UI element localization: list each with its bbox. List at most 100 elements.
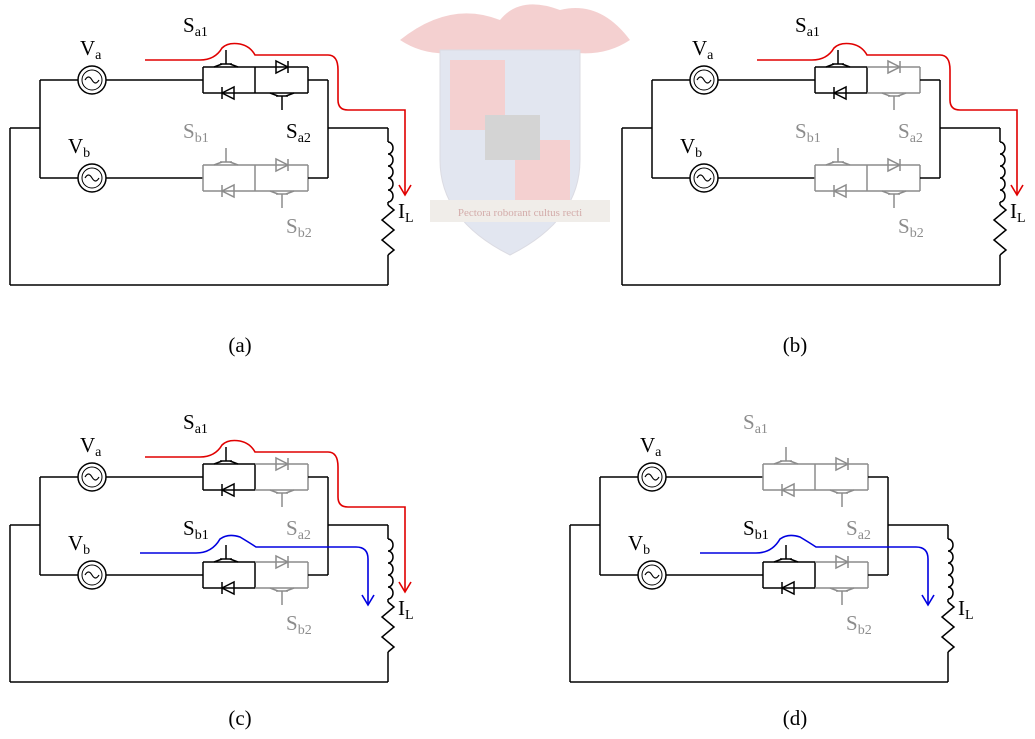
source-label-base: V	[80, 36, 95, 60]
crest-book	[485, 115, 540, 160]
switch-label-sub: a1	[807, 25, 820, 40]
switch-label-sub: b2	[858, 623, 872, 638]
switch-label-base: S	[795, 119, 807, 143]
switch-label: Sb1	[183, 516, 209, 543]
source-label: Vb	[68, 134, 90, 161]
resistor	[994, 205, 1006, 255]
switch-label-sub: b1	[195, 131, 209, 146]
source-label: Va	[640, 433, 662, 460]
switch-label-base: S	[183, 516, 195, 540]
source-label: Va	[80, 36, 102, 63]
source-label-base: V	[680, 134, 695, 158]
source-label-sub: b	[83, 543, 90, 558]
switch-label: Sa2	[898, 119, 923, 146]
switch-label-sub: a2	[298, 131, 311, 146]
switch-label: Sb2	[286, 611, 312, 638]
source-label: Vb	[680, 134, 702, 161]
inductor	[388, 142, 393, 202]
load-current-label-sub: L	[405, 608, 414, 623]
inductor	[388, 539, 393, 599]
switch-label-base: S	[286, 516, 298, 540]
switch-label-sub: a2	[910, 131, 923, 146]
switch-label: Sb1	[183, 119, 209, 146]
switch-label-base: S	[286, 119, 298, 143]
source-symbol	[85, 77, 99, 83]
source-symbol	[85, 175, 99, 181]
switch-label: Sa1	[795, 13, 820, 40]
circuit-panel: VaVbSa1Sa2Sb1Sb2IL	[10, 13, 414, 285]
panel-caption: (c)	[228, 706, 251, 730]
resistor	[942, 602, 954, 652]
panel-caption: (b)	[783, 333, 808, 357]
load-current-label: IL	[1010, 199, 1026, 226]
source-label-sub: a	[95, 445, 102, 460]
circuit-panel: VaVbSa1Sa2Sb1Sb2IL	[570, 410, 974, 682]
switch-label-sub: a1	[755, 422, 768, 437]
load-current-label-base: I	[958, 596, 965, 620]
switch-label-base: S	[743, 410, 755, 434]
switch-label: Sb1	[743, 516, 769, 543]
source-label: Va	[692, 36, 714, 63]
load-current-label: IL	[398, 596, 414, 623]
source-label-sub: b	[83, 146, 90, 161]
source-label-sub: b	[695, 146, 702, 161]
switch-label-base: S	[846, 611, 858, 635]
switch-label-sub: a1	[195, 422, 208, 437]
circuit-panel: VaVbSa1Sa2Sb1Sb2IL	[622, 13, 1026, 285]
load-current-label-sub: L	[965, 608, 974, 623]
switch-label: Sb1	[795, 119, 821, 146]
load-current-label-base: I	[398, 596, 405, 620]
source-symbol	[645, 474, 659, 480]
source-label-base: V	[628, 531, 643, 555]
resistor	[382, 602, 394, 652]
source-label-sub: a	[707, 48, 714, 63]
switch-label-base: S	[898, 214, 910, 238]
source-label-base: V	[640, 433, 655, 457]
switch-label-base: S	[183, 410, 195, 434]
load-current-label-base: I	[1010, 199, 1017, 223]
switch-label-sub: b1	[195, 528, 209, 543]
switch-label: Sb2	[846, 611, 872, 638]
switch-label: Sa1	[183, 13, 208, 40]
switch-label-sub: a2	[298, 528, 311, 543]
switch-label-base: S	[183, 119, 195, 143]
source-label-base: V	[68, 134, 83, 158]
source-symbol	[85, 474, 99, 480]
source-label: Vb	[68, 531, 90, 558]
resistor	[382, 205, 394, 255]
switch-label: Sa2	[286, 516, 311, 543]
switch-label: Sa1	[183, 410, 208, 437]
switch-label: Sb2	[286, 214, 312, 241]
crest-mantle	[400, 4, 630, 53]
switch-label-sub: a2	[858, 528, 871, 543]
switch-label-base: S	[846, 516, 858, 540]
watermark-motto: Pectora roborant cultus recti	[458, 207, 582, 219]
source-label-base: V	[692, 36, 707, 60]
switch-label-sub: b1	[755, 528, 769, 543]
load-current-label: IL	[958, 596, 974, 623]
load-current-label: IL	[398, 199, 414, 226]
load-current-label-base: I	[398, 199, 405, 223]
switch-label: Sa1	[743, 410, 768, 437]
load-current-label-sub: L	[1017, 211, 1026, 226]
source-symbol	[645, 572, 659, 578]
inductor	[1000, 142, 1005, 202]
source-label-base: V	[68, 531, 83, 555]
switch-label-sub: b1	[807, 131, 821, 146]
switch-label-base: S	[286, 214, 298, 238]
circuit-panel: VaVbSa1Sa2Sb1Sb2IL	[10, 410, 414, 682]
source-label: Vb	[628, 531, 650, 558]
current-path	[140, 535, 368, 605]
switch-label: Sa2	[846, 516, 871, 543]
switch-label-sub: b2	[298, 226, 312, 241]
source-symbol	[697, 175, 711, 181]
source-label-sub: a	[655, 445, 662, 460]
source-label-sub: a	[95, 48, 102, 63]
switch-label-base: S	[795, 13, 807, 37]
source-symbol	[697, 77, 711, 83]
switch-label-sub: a1	[195, 25, 208, 40]
switch-label-base: S	[286, 611, 298, 635]
load-current-label-sub: L	[405, 211, 414, 226]
panel-caption: (d)	[783, 706, 808, 730]
switch-label-base: S	[183, 13, 195, 37]
